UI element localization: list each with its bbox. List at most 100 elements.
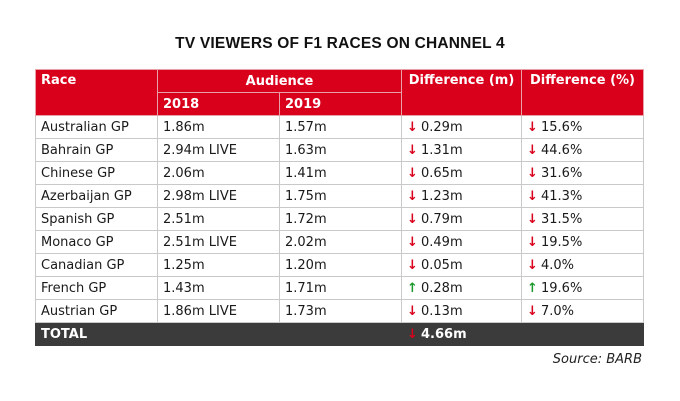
audience-2019-cell: 1.73m	[279, 299, 402, 323]
difference-pct-cell-value: 4.0%	[541, 257, 575, 273]
audience-2018-cell: 2.51m LIVE	[157, 230, 280, 254]
audience-2019-cell: 1.75m	[279, 184, 402, 208]
total-row: TOTAL ↓ 4.66m	[35, 322, 644, 346]
difference-pct-cell-value: 7.0%	[541, 303, 575, 319]
audience-2019-cell-value: 1.75m	[285, 188, 327, 204]
race-cell-value: Monaco GP	[41, 234, 114, 250]
difference-pct-cell-value: 41.3%	[541, 188, 583, 204]
audience-2018-cell: 2.98m LIVE	[157, 184, 280, 208]
difference-m-cell-value: 0.79m	[421, 211, 463, 227]
audience-2018-cell-value: 1.86m	[163, 119, 205, 135]
table-row: Bahrain GP 2.94m LIVE 1.63m ↓ 1.31m ↓ 44.6%	[35, 138, 644, 162]
difference-m-cell: ↓ 1.31m	[401, 138, 522, 162]
difference-m-cell: ↓ 0.13m	[401, 299, 522, 323]
audience-2018-cell-value: 2.98m LIVE	[163, 188, 237, 204]
difference-m-cell-value: 0.49m	[421, 234, 463, 250]
race-cell: Chinese GP	[35, 161, 158, 185]
table-row: Austrian GP 1.86m LIVE 1.73m ↓ 0.13m ↓ 7.0%	[35, 299, 644, 323]
down-arrow-icon: ↓	[527, 119, 538, 135]
audience-2018-cell: 1.86m	[157, 115, 280, 139]
difference-m-cell-value: 0.28m	[421, 280, 463, 296]
header-2019: 2019	[279, 92, 402, 116]
difference-pct-cell-value: 19.5%	[541, 234, 583, 250]
difference-m-cell: ↓ 1.23m	[401, 184, 522, 208]
race-cell-value: Australian GP	[41, 119, 129, 135]
race-cell-value: Azerbaijan GP	[41, 188, 132, 204]
total-label-cell: TOTAL	[35, 322, 158, 346]
table-row: Spanish GP 2.51m 1.72m ↓ 0.79m ↓ 31.5%	[35, 207, 644, 231]
audience-2019-cell-value: 1.72m	[285, 211, 327, 227]
audience-2019-cell-value: 1.63m	[285, 142, 327, 158]
table-row: French GP 1.43m 1.71m ↑ 0.28m ↑ 19.6%	[35, 276, 644, 300]
difference-m-cell: ↑ 0.28m	[401, 276, 522, 300]
difference-pct-cell-value: 31.6%	[541, 165, 583, 181]
header-race: Race	[35, 69, 158, 116]
down-arrow-icon: ↓	[407, 142, 418, 158]
race-cell-value: French GP	[41, 280, 107, 296]
header-audience: Audience	[157, 69, 402, 93]
audience-2018-cell-value: 1.43m	[163, 280, 205, 296]
audience-2018-cell-value: 1.86m LIVE	[163, 303, 237, 319]
difference-m-cell-value: 0.05m	[421, 257, 463, 273]
race-cell-value: Spanish GP	[41, 211, 115, 227]
difference-m-cell: ↓ 0.79m	[401, 207, 522, 231]
race-cell: Spanish GP	[35, 207, 158, 231]
audience-2018-cell: 2.06m	[157, 161, 280, 185]
table-row: Canadian GP 1.25m 1.20m ↓ 0.05m ↓ 4.0%	[35, 253, 644, 277]
race-cell: Azerbaijan GP	[35, 184, 158, 208]
audience-2018-cell: 2.51m	[157, 207, 280, 231]
audience-2018-cell: 2.94m LIVE	[157, 138, 280, 162]
page-title: TV VIEWERS OF F1 RACES ON CHANNEL 4	[175, 35, 505, 52]
difference-m-cell-value: 0.13m	[421, 303, 463, 319]
race-cell-value: Canadian GP	[41, 257, 125, 273]
down-arrow-icon: ↓	[527, 257, 538, 273]
race-cell-value: Chinese GP	[41, 165, 115, 181]
header-difference-m: Difference (m)	[401, 69, 522, 116]
down-arrow-icon: ↓	[527, 188, 538, 204]
audience-2019-cell: 1.71m	[279, 276, 402, 300]
difference-m-cell-value: 0.29m	[421, 119, 463, 135]
audience-2018-cell-value: 2.51m	[163, 211, 205, 227]
table-row: Australian GP 1.86m 1.57m ↓ 0.29m ↓ 15.6%	[35, 115, 644, 139]
table-body: Australian GP 1.86m 1.57m ↓ 0.29m ↓ 15.6% Bahra…	[35, 115, 644, 346]
total-difference-m-cell: ↓ 4.66m	[401, 322, 522, 346]
audience-2018-cell-value: 1.25m	[163, 257, 205, 273]
down-arrow-icon: ↓	[527, 142, 538, 158]
race-cell: Monaco GP	[35, 230, 158, 254]
difference-pct-cell: ↓ 44.6%	[521, 138, 644, 162]
audience-2018-cell: 1.43m	[157, 276, 280, 300]
race-cell-value: Bahrain GP	[41, 142, 114, 158]
up-arrow-icon: ↑	[527, 280, 538, 296]
difference-pct-cell-value: 15.6%	[541, 119, 583, 135]
difference-m-cell-value: 1.23m	[421, 188, 463, 204]
audience-2019-cell-value: 1.71m	[285, 280, 327, 296]
audience-2018-cell-value: 2.06m	[163, 165, 205, 181]
difference-pct-cell: ↑ 19.6%	[521, 276, 644, 300]
down-arrow-icon: ↓	[407, 326, 418, 342]
difference-pct-cell: ↓ 4.0%	[521, 253, 644, 277]
race-cell-value: Austrian GP	[41, 303, 118, 319]
audience-2019-cell: 1.72m	[279, 207, 402, 231]
header-2018: 2018	[157, 92, 280, 116]
down-arrow-icon: ↓	[407, 165, 418, 181]
audience-2018-cell: 1.86m LIVE	[157, 299, 280, 323]
difference-pct-cell-value: 31.5%	[541, 211, 583, 227]
race-cell: Austrian GP	[35, 299, 158, 323]
table-header: Race Audience Difference (m) Difference …	[35, 69, 644, 116]
difference-pct-cell: ↓ 31.5%	[521, 207, 644, 231]
table-row: Monaco GP 2.51m LIVE 2.02m ↓ 0.49m ↓ 19.5%	[35, 230, 644, 254]
down-arrow-icon: ↓	[407, 211, 418, 227]
audience-2019-cell: 2.02m	[279, 230, 402, 254]
difference-pct-cell: ↓ 15.6%	[521, 115, 644, 139]
difference-pct-cell-value: 19.6%	[541, 280, 583, 296]
table-row: Azerbaijan GP 2.98m LIVE 1.75m ↓ 1.23m ↓ 41.3%	[35, 184, 644, 208]
audience-2019-cell-value: 1.20m	[285, 257, 327, 273]
difference-pct-cell-value: 44.6%	[541, 142, 583, 158]
audience-2019-cell: 1.41m	[279, 161, 402, 185]
difference-pct-cell: ↓ 41.3%	[521, 184, 644, 208]
total-difference-pct-cell	[521, 322, 644, 346]
source-note: Source: BARB	[552, 352, 642, 367]
down-arrow-icon: ↓	[407, 303, 418, 319]
audience-2018-cell-value: 2.51m LIVE	[163, 234, 237, 250]
audience-2019-cell-value: 1.57m	[285, 119, 327, 135]
